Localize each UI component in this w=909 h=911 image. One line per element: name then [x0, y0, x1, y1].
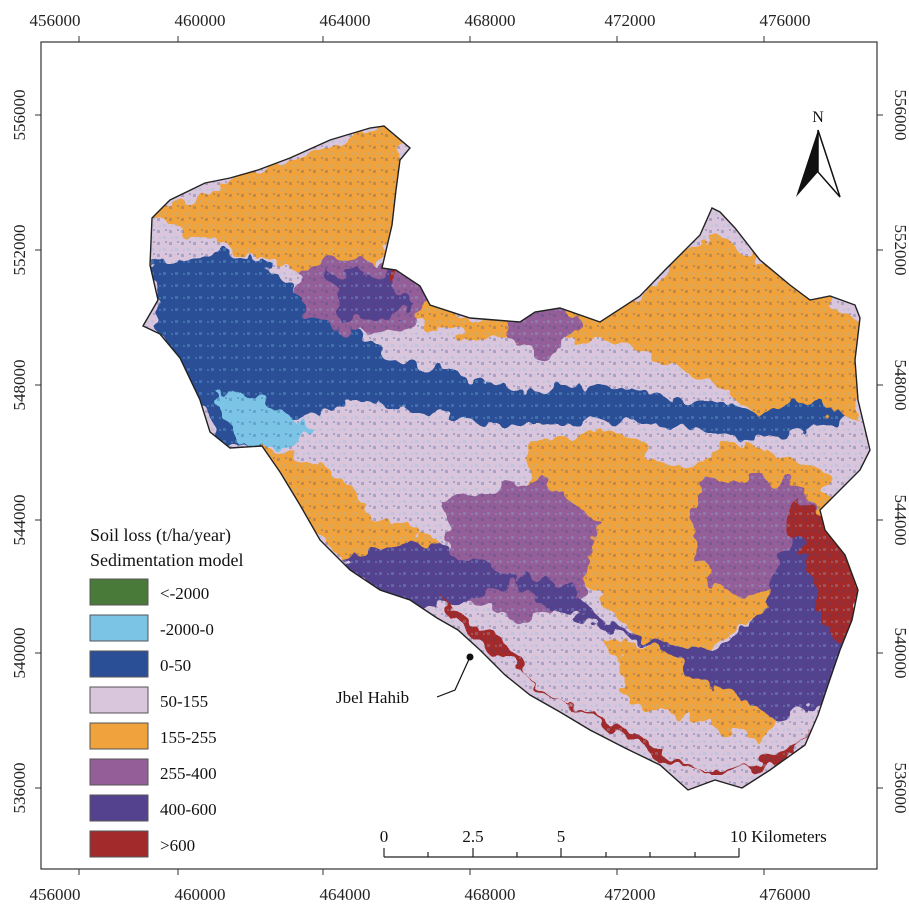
- scale-bar: [383, 848, 740, 858]
- x-tick-top: 468000: [465, 11, 516, 30]
- x-tick-top: 472000: [605, 11, 656, 30]
- legend-swatch: [89, 830, 149, 858]
- place-label: Jbel Hahib: [336, 688, 409, 707]
- x-tick-bottom: 472000: [605, 885, 656, 904]
- place-leader-line: [436, 656, 471, 698]
- legend-swatch: [89, 794, 149, 822]
- x-tick-top: 456000: [30, 11, 81, 30]
- y-tick-left: 552000: [10, 225, 29, 276]
- y-tick-right: 548000: [891, 360, 909, 411]
- y-tick-left: 548000: [10, 360, 29, 411]
- legend-swatch: [89, 722, 149, 750]
- legend-label: 50-155: [160, 692, 208, 711]
- legend-swatch: [89, 686, 149, 714]
- legend-label: 0-50: [160, 656, 191, 675]
- legend-label: <-2000: [160, 584, 209, 603]
- legend-label: 255-400: [160, 764, 217, 783]
- legend-subtitle: Sedimentation model: [90, 550, 243, 570]
- legend-swatch: [89, 758, 149, 786]
- x-tick-top: 476000: [760, 11, 811, 30]
- legend-swatch: [89, 614, 149, 642]
- legend: Soil loss (t/ha/year) Sedimentation mode…: [89, 525, 243, 858]
- x-tick-top: 460000: [175, 11, 226, 30]
- y-tick-right: 552000: [891, 225, 909, 276]
- x-tick-bottom: 460000: [175, 885, 226, 904]
- y-tick-right: 536000: [891, 763, 909, 814]
- legend-title: Soil loss (t/ha/year): [90, 525, 231, 546]
- legend-label: 155-255: [160, 728, 217, 747]
- y-tick-left: 536000: [10, 763, 29, 814]
- legend-label: -2000-0: [160, 620, 214, 639]
- y-tick-right: 556000: [891, 90, 909, 141]
- scale-label: 2.5: [462, 827, 483, 846]
- legend-label: >600: [160, 836, 195, 855]
- basin-boundary: [142, 125, 871, 791]
- y-tick-left: 544000: [10, 495, 29, 546]
- y-tick-right: 540000: [891, 628, 909, 679]
- x-tick-bottom: 456000: [30, 885, 81, 904]
- y-tick-right: 544000: [891, 495, 909, 546]
- y-tick-left: 556000: [10, 90, 29, 141]
- x-tick-bottom: 464000: [320, 885, 371, 904]
- scale-label: 0: [380, 827, 389, 846]
- north-label: N: [812, 109, 824, 126]
- x-tick-top: 464000: [320, 11, 371, 30]
- y-tick-left: 540000: [10, 628, 29, 679]
- x-tick-bottom: 476000: [760, 885, 811, 904]
- legend-swatch: [89, 578, 149, 606]
- legend-swatch: [89, 650, 149, 678]
- legend-label: 400-600: [160, 800, 217, 819]
- scale-label: 10 Kilometers: [730, 827, 827, 846]
- x-tick-bottom: 468000: [465, 885, 516, 904]
- north-arrow-icon: [796, 129, 841, 198]
- coordinate-ticks: [35, 36, 883, 875]
- scale-label: 5: [557, 827, 566, 846]
